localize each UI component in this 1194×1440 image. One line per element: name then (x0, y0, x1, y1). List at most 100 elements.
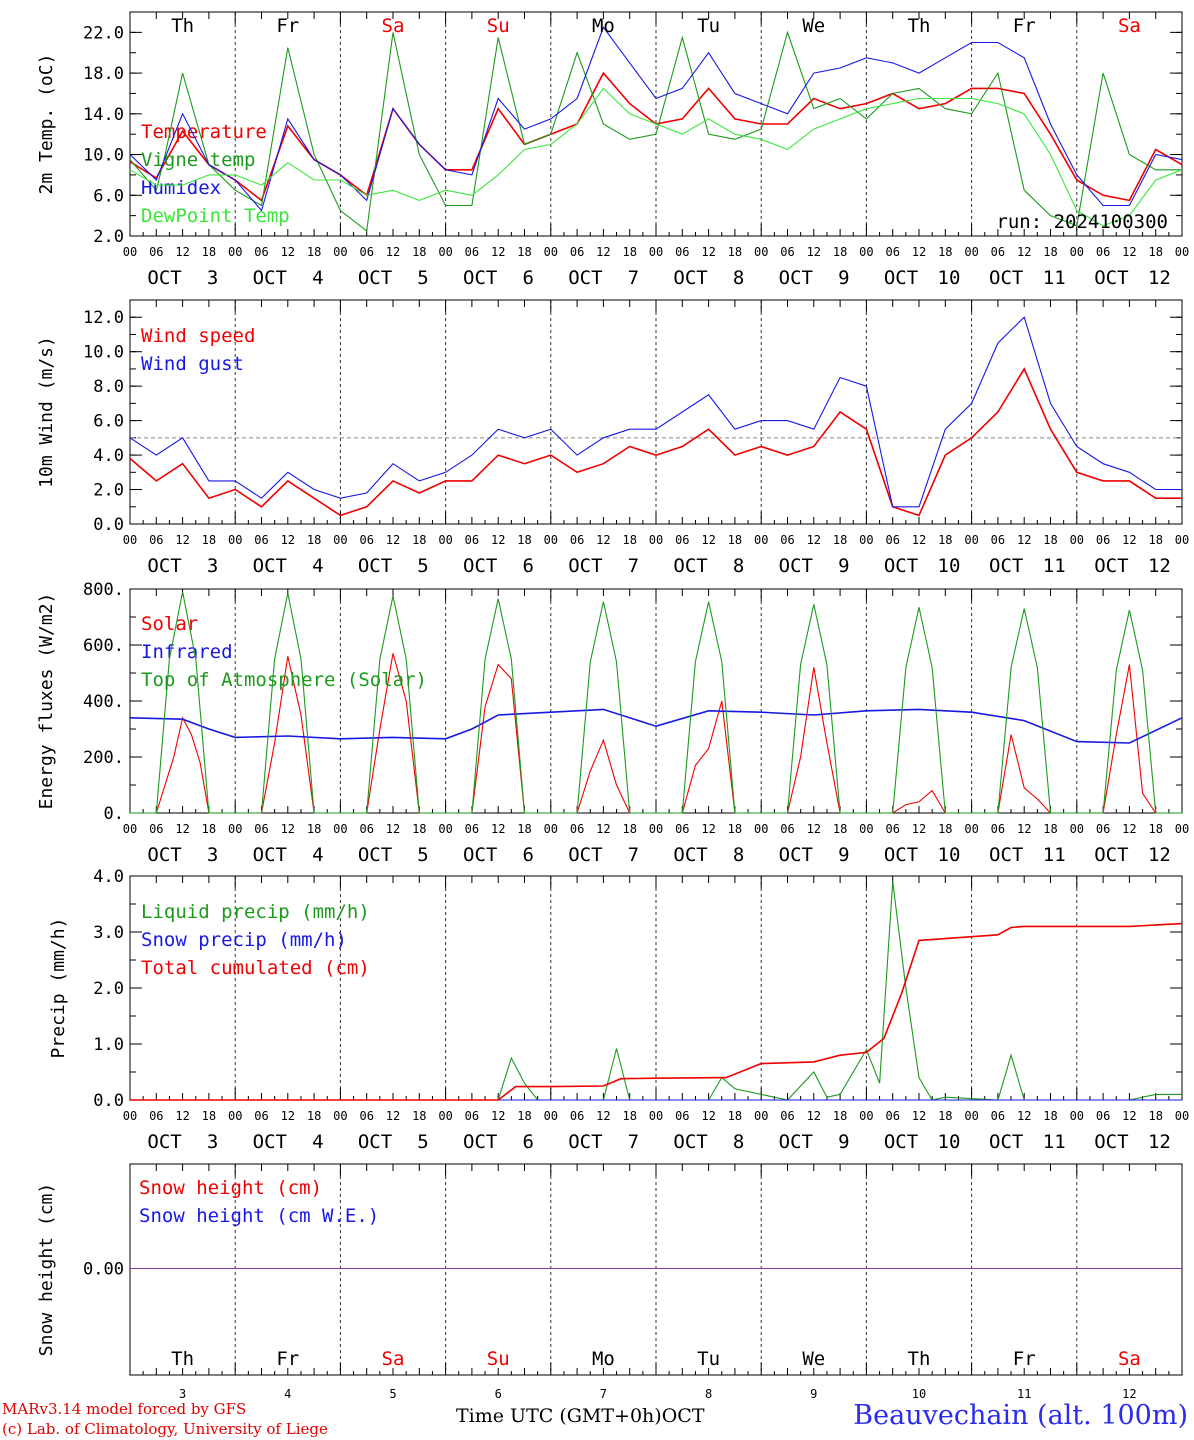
hour-tick-label: 18 (202, 245, 216, 259)
hour-tick-label: 00 (1070, 245, 1084, 259)
hour-tick-label: 12 (596, 822, 610, 836)
y-tick-label: 2.0 (93, 481, 124, 501)
date-day-label: 6 (522, 267, 533, 289)
date-day-label: 8 (733, 267, 744, 289)
hour-tick-label: 06 (359, 822, 373, 836)
date-day-label: 3 (207, 555, 218, 577)
hour-tick-label: 00 (859, 822, 873, 836)
y-tick-label: 0. (104, 804, 124, 824)
hour-tick-label: 18 (202, 1109, 216, 1123)
date-month-label: OCT (779, 267, 813, 289)
panel-3: 0. 200. 400. 600. 800. Energy fluxes (W/m2) So… (36, 580, 1189, 866)
date-month-label: OCT (253, 555, 287, 577)
hour-tick-label: 12 (175, 245, 189, 259)
date-number-label: 9 (810, 1387, 817, 1401)
y-tick-label: 0.00 (83, 1260, 124, 1280)
date-day-label: 5 (417, 844, 428, 866)
legend-entry: Top of Atmosphere (Solar) (141, 669, 427, 691)
date-day-label: 10 (938, 267, 961, 289)
weekday-label: Th (908, 15, 931, 37)
hour-tick-label: 00 (544, 533, 558, 547)
hour-tick-label: 12 (1017, 822, 1031, 836)
hour-tick-label: 00 (649, 1109, 663, 1123)
hour-tick-label: 12 (1017, 533, 1031, 547)
legend-entry: Temperature (141, 121, 267, 143)
date-month-label: OCT (884, 555, 918, 577)
hour-tick-label: 06 (780, 1109, 794, 1123)
hour-tick-label: 00 (438, 1109, 452, 1123)
date-day-label: 8 (733, 844, 744, 866)
hour-tick-label: 06 (254, 1109, 268, 1123)
hour-tick-label: 06 (149, 533, 163, 547)
hour-tick-label: 12 (175, 533, 189, 547)
hour-tick-label: 00 (859, 245, 873, 259)
date-day-label: 6 (522, 1131, 533, 1153)
date-day-label: 7 (628, 844, 639, 866)
date-day-label: 5 (417, 267, 428, 289)
legend-entry: Liquid precip (mm/h) (141, 901, 370, 923)
legend-entry: Vigne temp (141, 149, 255, 171)
legend-entry: Infrared (141, 641, 233, 663)
legend-entry: Wind speed (141, 325, 255, 347)
weekday-label: Th (171, 1348, 194, 1370)
hour-tick-label: 06 (149, 822, 163, 836)
y-tick-label: 6.0 (93, 412, 124, 432)
y-tick-label: 200. (83, 748, 124, 768)
hour-tick-label: 18 (412, 533, 426, 547)
hour-tick-label: 00 (544, 1109, 558, 1123)
date-day-label: 3 (207, 1131, 218, 1153)
y-tick-label: 0.0 (93, 1091, 124, 1111)
date-month-label: OCT (568, 844, 602, 866)
hour-tick-label: 18 (728, 245, 742, 259)
date-day-label: 6 (522, 555, 533, 577)
date-number-label: 3 (179, 1387, 186, 1401)
hour-tick-label: 00 (964, 1109, 978, 1123)
hour-tick-label: 00 (333, 245, 347, 259)
hour-tick-label: 12 (807, 1109, 821, 1123)
date-day-label: 3 (207, 267, 218, 289)
hour-tick-label: 06 (254, 822, 268, 836)
hour-tick-label: 18 (202, 533, 216, 547)
hour-tick-label: 00 (228, 245, 242, 259)
hour-tick-label: 00 (438, 533, 452, 547)
weekday-label: We (802, 15, 825, 37)
date-month-label: OCT (568, 267, 602, 289)
date-month-label: OCT (989, 844, 1023, 866)
hour-tick-label: 18 (1148, 245, 1162, 259)
date-day-label: 4 (312, 267, 323, 289)
panel-frame (129, 588, 1183, 814)
hour-tick-label: 00 (333, 1109, 347, 1123)
hour-tick-label: 18 (938, 822, 952, 836)
hour-tick-label: 12 (491, 822, 505, 836)
hour-tick-label: 12 (1122, 1109, 1136, 1123)
date-month-label: OCT (779, 1131, 813, 1153)
panel-5: 0.00 Snow height (cm) Snow height (cm) Snow… (36, 1163, 1183, 1401)
date-month-label: OCT (779, 844, 813, 866)
hour-tick-label: 06 (885, 1109, 899, 1123)
hour-tick-label: 12 (175, 822, 189, 836)
hour-tick-label: 00 (123, 245, 137, 259)
weekday-label: Mo (592, 15, 615, 37)
date-month-label: OCT (1094, 267, 1128, 289)
series-line (129, 316, 1182, 508)
series-line (130, 922, 1183, 1101)
hour-tick-label: 18 (307, 1109, 321, 1123)
date-month-label: OCT (673, 555, 707, 577)
date-number-label: 10 (912, 1387, 926, 1401)
hour-tick-label: 06 (149, 1109, 163, 1123)
time-axis-title: Time UTC (GMT+0h)OCT (456, 1405, 705, 1427)
weekday-label: Su (487, 15, 510, 37)
y-tick-label: 4.0 (93, 867, 124, 887)
hour-tick-label: 06 (885, 245, 899, 259)
hour-tick-label: 18 (307, 245, 321, 259)
y-axis-label: Precip (mm/h) (48, 918, 69, 1059)
hour-tick-label: 18 (412, 1109, 426, 1123)
date-month-label: OCT (147, 844, 181, 866)
date-day-label: 7 (628, 1131, 639, 1153)
y-tick-label: 2.0 (93, 979, 124, 999)
date-month-label: OCT (147, 555, 181, 577)
hour-tick-label: 00 (649, 245, 663, 259)
legend-entry: Snow height (cm W.E.) (139, 1205, 379, 1227)
hour-tick-label: 06 (570, 822, 584, 836)
date-day-label: 11 (1043, 267, 1066, 289)
